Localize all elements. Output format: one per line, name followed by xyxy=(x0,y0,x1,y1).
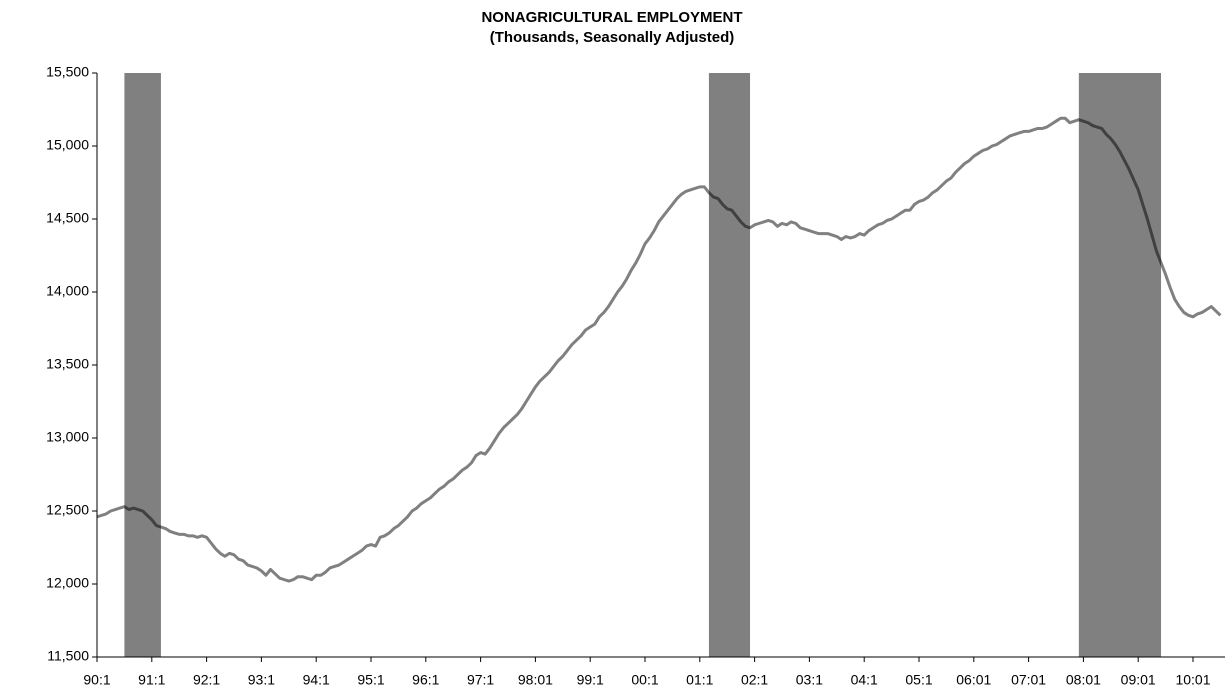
y-tick-label: 13,500 xyxy=(46,356,89,372)
x-tick-label: 93:1 xyxy=(248,672,275,688)
recession-band xyxy=(1078,73,1162,657)
x-tick-label: 96:1 xyxy=(412,672,439,688)
x-tick-label: 99:1 xyxy=(577,672,604,688)
x-tick-label: 09:01 xyxy=(1121,672,1156,688)
y-tick-label: 12,000 xyxy=(46,575,89,591)
y-tick-label: 11,500 xyxy=(47,648,89,664)
y-tick-label: 14,500 xyxy=(46,210,89,226)
x-tick-label: 03:1 xyxy=(796,672,823,688)
chart-subtitle: (Thousands, Seasonally Adjusted) xyxy=(490,29,734,46)
x-tick-label: 95:1 xyxy=(357,672,384,688)
y-tick-label: 15,000 xyxy=(46,137,89,153)
y-tick-label: 12,500 xyxy=(46,502,89,518)
recession-band xyxy=(124,73,161,657)
y-tick-label: 14,000 xyxy=(46,283,89,299)
x-tick-label: 10:01 xyxy=(1175,672,1210,688)
x-tick-label: 08:01 xyxy=(1066,672,1101,688)
x-tick-label: 90:1 xyxy=(83,672,110,688)
x-tick-label: 07:01 xyxy=(1011,672,1046,688)
x-tick-label: 06:01 xyxy=(956,672,991,688)
recession-band xyxy=(708,73,751,657)
x-tick-label: 94:1 xyxy=(303,672,330,688)
x-tick-label: 05:1 xyxy=(905,672,932,688)
series-line xyxy=(96,116,1222,583)
x-tick-label: 00:1 xyxy=(631,672,658,688)
y-tick-label: 15,500 xyxy=(46,64,89,80)
x-tick-label: 01:1 xyxy=(686,672,713,688)
x-tick-label: 97:1 xyxy=(467,672,494,688)
x-tick-label: 02:1 xyxy=(741,672,768,688)
x-tick-label: 91:1 xyxy=(138,672,165,688)
chart-title: NONAGRICULTURAL EMPLOYMENT xyxy=(481,9,742,26)
x-tick-label: 98:01 xyxy=(518,672,553,688)
y-tick-label: 13,000 xyxy=(46,429,89,445)
x-tick-label: 04:1 xyxy=(851,672,878,688)
x-tick-label: 92:1 xyxy=(193,672,220,688)
